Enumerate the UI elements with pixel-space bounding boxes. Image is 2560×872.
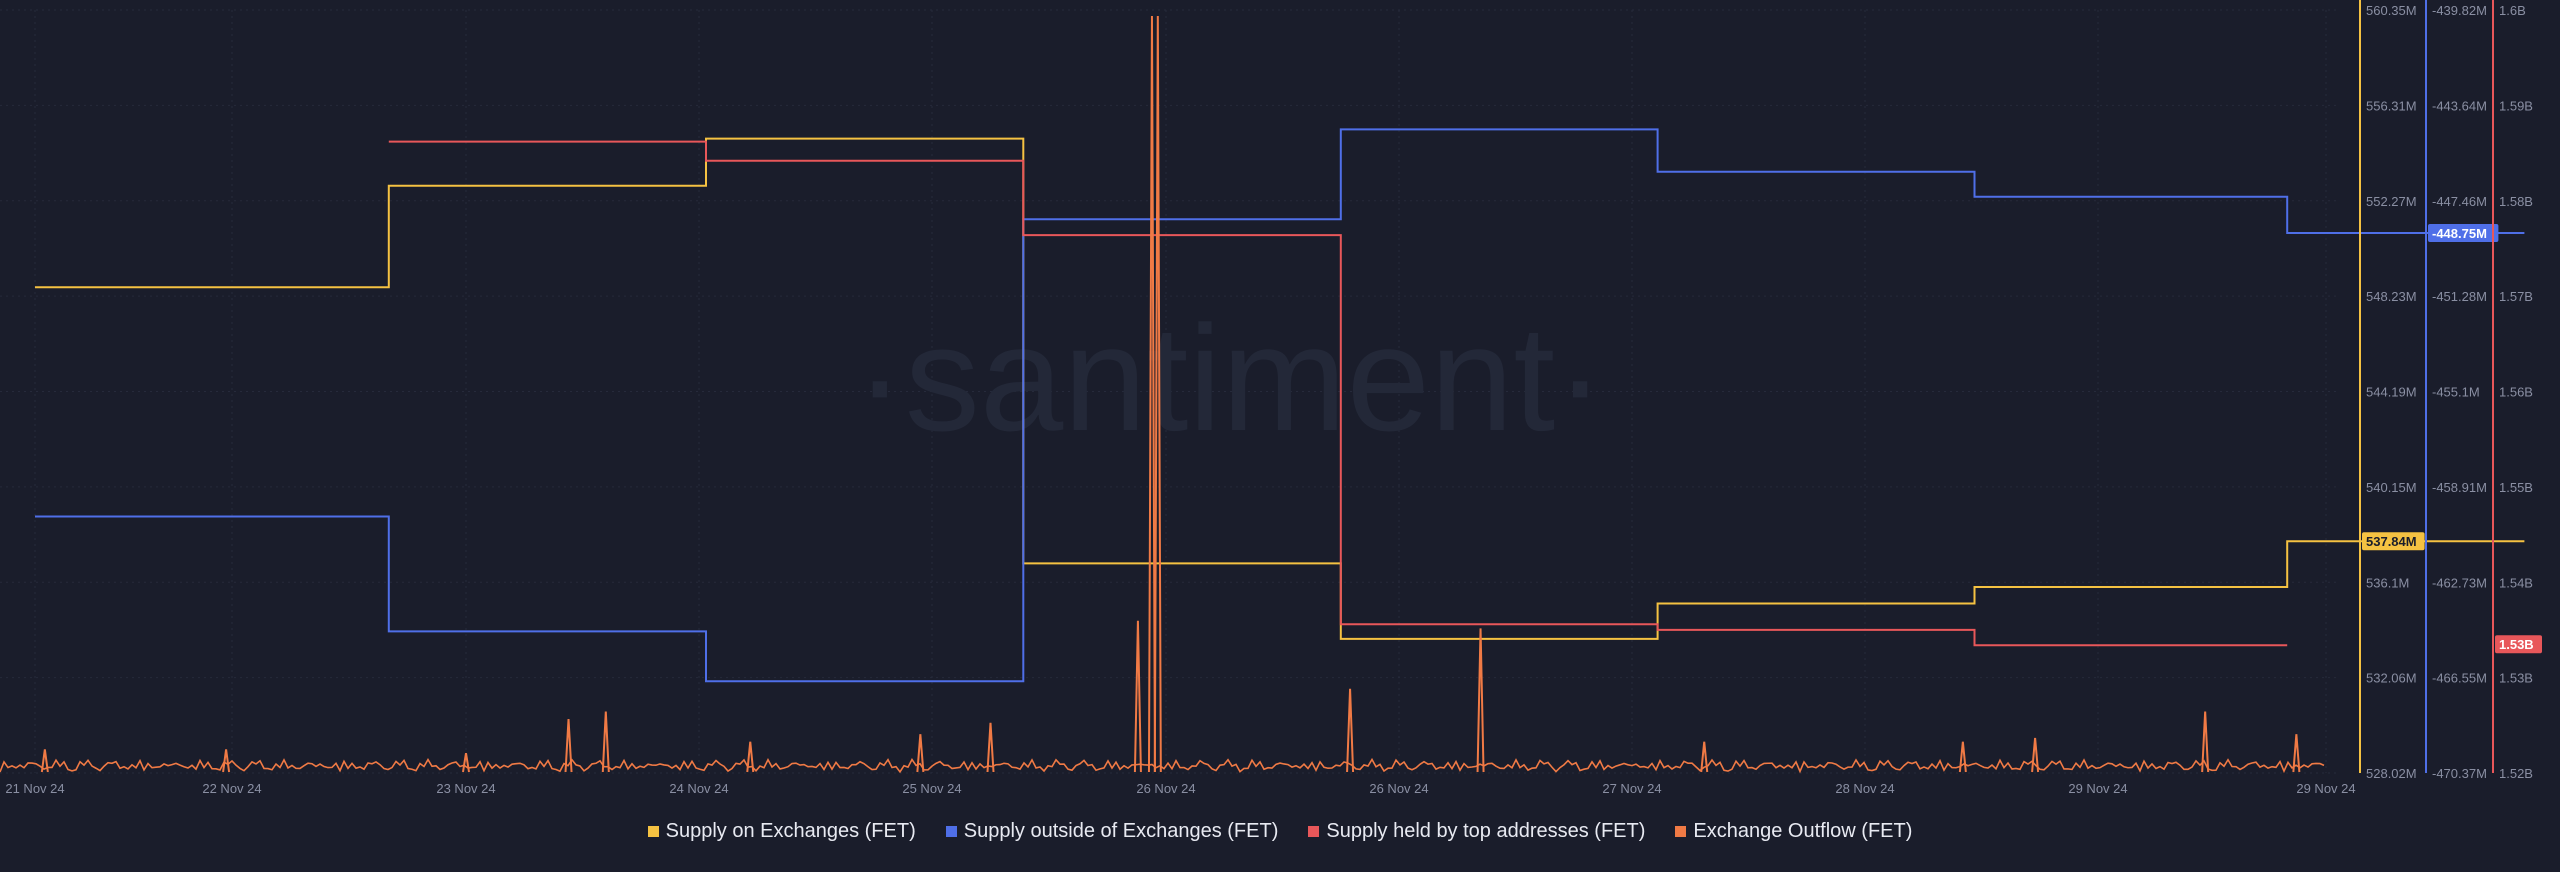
exchange-outflow-spike xyxy=(1700,741,1709,773)
legend-swatch xyxy=(1308,826,1320,837)
y-axis-tick-label: 1.52B xyxy=(2499,766,2533,781)
axes-layer: 560.35M 556.31M 552.27M 548.23M 544.19M 540.1… xyxy=(5,0,2542,796)
x-axis-tick-label: 26 Nov 24 xyxy=(1136,781,1195,796)
y-axis-tick-label: 540.15M xyxy=(2366,480,2417,495)
y-axis-tick-label: -443.64M xyxy=(2432,98,2487,113)
series-layer xyxy=(0,15,2525,774)
x-axis-tick-label: 25 Nov 24 xyxy=(902,781,961,796)
legend: Supply on Exchanges (FET) Supply outside… xyxy=(0,820,2560,843)
exchange-outflow-spike xyxy=(1147,15,1156,773)
y-axis-tick-label: 1.56B xyxy=(2499,385,2533,400)
exchange-outflow-spike xyxy=(40,749,49,773)
y-axis-tick-label: -439.82M xyxy=(2432,3,2487,18)
current-value-badge xyxy=(2362,532,2425,551)
exchange-outflow-spike xyxy=(1153,15,1162,773)
exchange-outflow-spike xyxy=(746,741,755,773)
exchange-outflow-spike xyxy=(1133,620,1142,773)
y-axis-tick-label: 1.54B xyxy=(2499,575,2533,590)
legend-item-supply-outside-exchanges[interactable]: Supply outside of Exchanges (FET) xyxy=(945,820,1279,843)
legend-label: Exchange Outflow (FET) xyxy=(1693,820,1913,842)
current-value-badge xyxy=(2428,224,2499,243)
exchange-outflow-baseline xyxy=(0,757,2325,774)
exchange-outflow-spike xyxy=(462,752,470,773)
legend-item-supply-top-addresses[interactable]: Supply held by top addresses (FET) xyxy=(1308,820,1645,843)
y-axis-tick-label: 536.1M xyxy=(2366,575,2409,590)
x-axis-tick-label: 28 Nov 24 xyxy=(1835,781,1894,796)
y-axis-tick-label: -470.37M xyxy=(2432,766,2487,781)
y-axis-tick-label: 1.58B xyxy=(2499,194,2533,209)
exchange-outflow-spike xyxy=(1476,628,1485,773)
current-value-label: 537.84M xyxy=(2366,534,2417,549)
legend-label: Supply outside of Exchanges (FET) xyxy=(963,820,1279,842)
x-axis-tick-label: 22 Nov 24 xyxy=(202,781,261,796)
legend-swatch xyxy=(1675,826,1687,837)
y-axis-tick-label: 532.06M xyxy=(2366,671,2417,686)
legend-label: Supply on Exchanges (FET) xyxy=(665,820,916,842)
x-axis-tick-label: 29 Nov 24 xyxy=(2296,781,2355,796)
x-axis-tick-label: 21 Nov 24 xyxy=(5,781,64,796)
current-value-label: 1.53B xyxy=(2499,637,2534,652)
legend-item-exchange-outflow[interactable]: Exchange Outflow (FET) xyxy=(1675,820,1912,843)
y-axis-tick-label: 528.02M xyxy=(2366,766,2417,781)
x-axis-tick-label: 27 Nov 24 xyxy=(1602,781,1661,796)
exchange-outflow-spike xyxy=(564,719,573,773)
x-axis-tick-label: 26 Nov 24 xyxy=(1369,781,1428,796)
legend-swatch xyxy=(647,826,659,837)
y-axis-tick-label: 560.35M xyxy=(2366,3,2417,18)
y-axis-tick-label: 1.53B xyxy=(2499,671,2533,686)
watermark: ·santiment· xyxy=(855,294,1605,462)
exchange-outflow-spike xyxy=(222,749,231,773)
exchange-outflow-spike xyxy=(2292,734,2301,773)
x-axis-tick-label: 23 Nov 24 xyxy=(436,781,495,796)
y-axis-tick-label: 1.59B xyxy=(2499,98,2533,113)
y-axis-tick-label: 552.27M xyxy=(2366,194,2417,209)
current-value-label: -448.75M xyxy=(2432,226,2487,241)
exchange-outflow-spike xyxy=(1958,741,1967,773)
y-axis-tick-label: 1.6B xyxy=(2499,3,2526,18)
exchange-outflow-spike xyxy=(986,722,995,773)
series-line-1 xyxy=(35,128,2525,683)
exchange-outflow-spike xyxy=(1346,688,1355,773)
y-axis-tick-label: -451.28M xyxy=(2432,289,2487,304)
x-axis-tick-label: 24 Nov 24 xyxy=(669,781,728,796)
y-axis-tick-label: -462.73M xyxy=(2432,575,2487,590)
exchange-outflow-spike xyxy=(601,711,610,773)
legend-item-supply-on-exchanges[interactable]: Supply on Exchanges (FET) xyxy=(647,820,916,843)
legend-label: Supply held by top addresses (FET) xyxy=(1326,820,1646,842)
y-axis-tick-label: 1.57B xyxy=(2499,289,2533,304)
legend-swatch xyxy=(945,826,957,837)
x-axis-tick-label: 29 Nov 24 xyxy=(2068,781,2127,796)
current-value-badge xyxy=(2495,635,2542,654)
y-axis-tick-label: -455.1M xyxy=(2432,385,2480,400)
grid xyxy=(0,9,2336,774)
y-axis-tick-label: 548.23M xyxy=(2366,289,2417,304)
exchange-outflow-spike xyxy=(916,734,925,773)
y-axis-tick-label: 544.19M xyxy=(2366,385,2417,400)
y-axis-tick-label: -466.55M xyxy=(2432,671,2487,686)
y-axis-tick-label: -447.46M xyxy=(2432,194,2487,209)
exchange-outflow-spike xyxy=(2031,737,2040,773)
y-axis-tick-label: 1.55B xyxy=(2499,480,2533,495)
y-axis-tick-label: -458.91M xyxy=(2432,480,2487,495)
y-axis-tick-label: 556.31M xyxy=(2366,98,2417,113)
series-line-2 xyxy=(388,140,2288,647)
exchange-outflow-spike xyxy=(2201,711,2210,773)
